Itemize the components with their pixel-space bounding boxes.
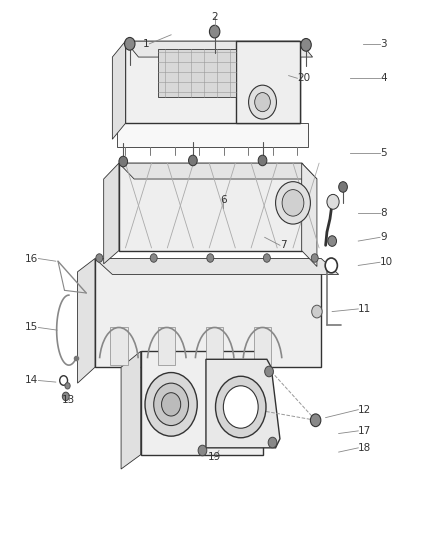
Text: 7: 7: [280, 240, 286, 251]
Circle shape: [119, 156, 127, 167]
Text: 3: 3: [380, 39, 387, 49]
Circle shape: [215, 376, 266, 438]
Text: 6: 6: [220, 195, 226, 205]
Circle shape: [62, 392, 69, 401]
Polygon shape: [113, 41, 125, 139]
Circle shape: [96, 254, 103, 262]
Polygon shape: [95, 259, 339, 274]
Text: 20: 20: [297, 73, 311, 83]
Text: 11: 11: [358, 304, 371, 314]
Circle shape: [154, 383, 188, 425]
Circle shape: [263, 254, 270, 262]
Circle shape: [60, 376, 67, 385]
Circle shape: [188, 155, 197, 166]
Circle shape: [282, 190, 304, 216]
Circle shape: [311, 254, 318, 262]
Text: 16: 16: [25, 254, 39, 263]
Bar: [254, 327, 271, 365]
Text: 10: 10: [380, 257, 393, 267]
Polygon shape: [119, 163, 317, 179]
Circle shape: [265, 366, 273, 377]
FancyBboxPatch shape: [95, 259, 321, 367]
Text: 13: 13: [62, 395, 75, 405]
Text: 5: 5: [380, 148, 387, 158]
Bar: [158, 327, 176, 365]
Bar: [206, 327, 223, 365]
FancyBboxPatch shape: [158, 49, 237, 97]
FancyBboxPatch shape: [141, 351, 262, 455]
Circle shape: [328, 236, 336, 246]
Polygon shape: [302, 163, 317, 266]
Circle shape: [325, 258, 337, 273]
Circle shape: [150, 254, 157, 262]
Circle shape: [65, 383, 70, 389]
Text: 14: 14: [25, 375, 39, 385]
Circle shape: [301, 38, 311, 51]
Text: 12: 12: [358, 405, 371, 415]
Text: 4: 4: [380, 73, 387, 83]
Circle shape: [312, 305, 322, 318]
Circle shape: [327, 195, 339, 209]
Bar: [110, 327, 127, 365]
Polygon shape: [121, 351, 141, 469]
Circle shape: [209, 25, 220, 38]
Text: 9: 9: [380, 232, 387, 243]
Circle shape: [223, 386, 258, 428]
Circle shape: [268, 437, 277, 448]
Circle shape: [145, 373, 197, 436]
Circle shape: [311, 414, 321, 426]
Circle shape: [254, 93, 270, 112]
Circle shape: [207, 254, 214, 262]
Polygon shape: [78, 259, 95, 383]
Text: 18: 18: [358, 443, 371, 453]
Text: 8: 8: [380, 208, 387, 219]
Circle shape: [162, 393, 181, 416]
Polygon shape: [237, 41, 313, 57]
Text: 1: 1: [143, 39, 149, 49]
Text: 17: 17: [358, 426, 371, 436]
Polygon shape: [104, 163, 119, 264]
FancyBboxPatch shape: [119, 163, 302, 251]
Circle shape: [249, 85, 276, 119]
FancyBboxPatch shape: [237, 41, 300, 123]
FancyBboxPatch shape: [117, 123, 308, 147]
Text: 2: 2: [212, 12, 218, 22]
Circle shape: [276, 182, 311, 224]
Polygon shape: [206, 359, 280, 448]
Text: 15: 15: [25, 322, 39, 333]
Polygon shape: [125, 41, 250, 57]
Circle shape: [339, 182, 347, 192]
Text: 19: 19: [208, 453, 221, 463]
Circle shape: [124, 37, 135, 50]
Circle shape: [198, 445, 207, 456]
FancyBboxPatch shape: [125, 41, 300, 123]
Circle shape: [258, 155, 267, 166]
